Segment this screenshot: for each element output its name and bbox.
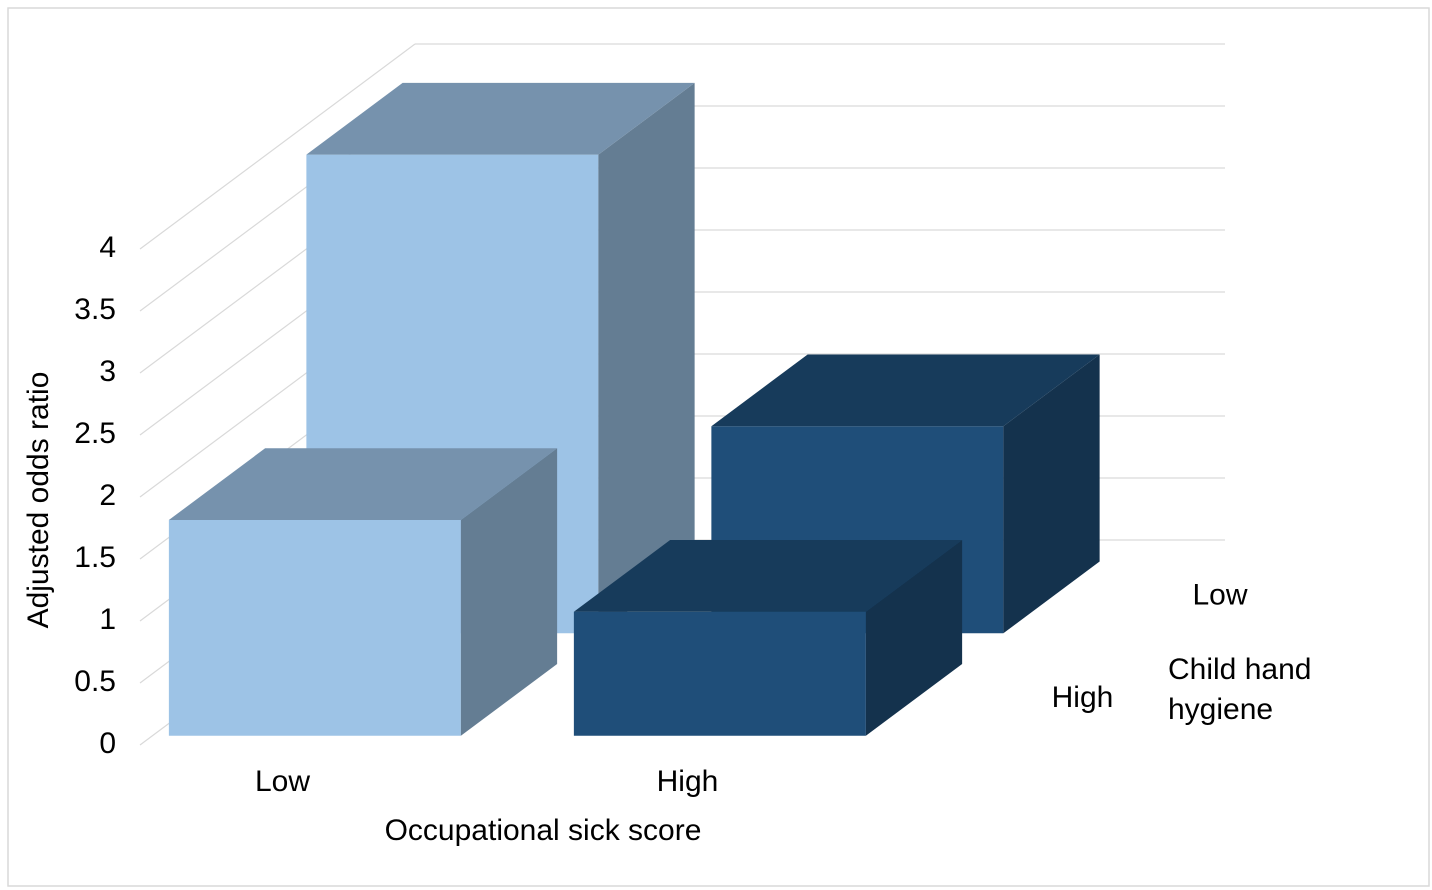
- bar-front: [168, 520, 461, 736]
- bar-top: [168, 448, 558, 521]
- bar-top: [573, 540, 963, 612]
- bar-side: [1003, 354, 1100, 634]
- y-tick-label: 1: [99, 603, 116, 636]
- bar-side: [460, 448, 558, 736]
- y-tick-label: 3.5: [74, 293, 116, 326]
- y-tick-label: 2: [99, 479, 116, 512]
- grid-line: [139, 43, 416, 250]
- y-tick-label: 2.5: [74, 417, 116, 450]
- y-tick-label: 0: [99, 727, 116, 760]
- bar-side: [865, 540, 963, 736]
- series-label: High: [1052, 681, 1114, 714]
- y-tick-label: 3: [99, 355, 116, 388]
- bar-side: [598, 82, 695, 634]
- x-axis-title: Occupational sick score: [385, 814, 702, 847]
- bar: [168, 448, 558, 736]
- y-axis-title: Adjusted odds ratio: [22, 372, 55, 629]
- y-tick-label: 4: [99, 231, 116, 264]
- bar-top: [711, 354, 1100, 427]
- series-label: Low: [1192, 578, 1247, 611]
- bar-top: [306, 82, 695, 155]
- y-tick-label: 1.5: [74, 541, 116, 574]
- x-tick-label: Low: [255, 765, 310, 798]
- y-tick-label: 0.5: [74, 665, 116, 698]
- z-axis-title: Child hand hygiene: [1168, 653, 1312, 726]
- bar-front: [573, 611, 866, 736]
- bar: [573, 540, 963, 736]
- x-tick-label: High: [657, 765, 719, 798]
